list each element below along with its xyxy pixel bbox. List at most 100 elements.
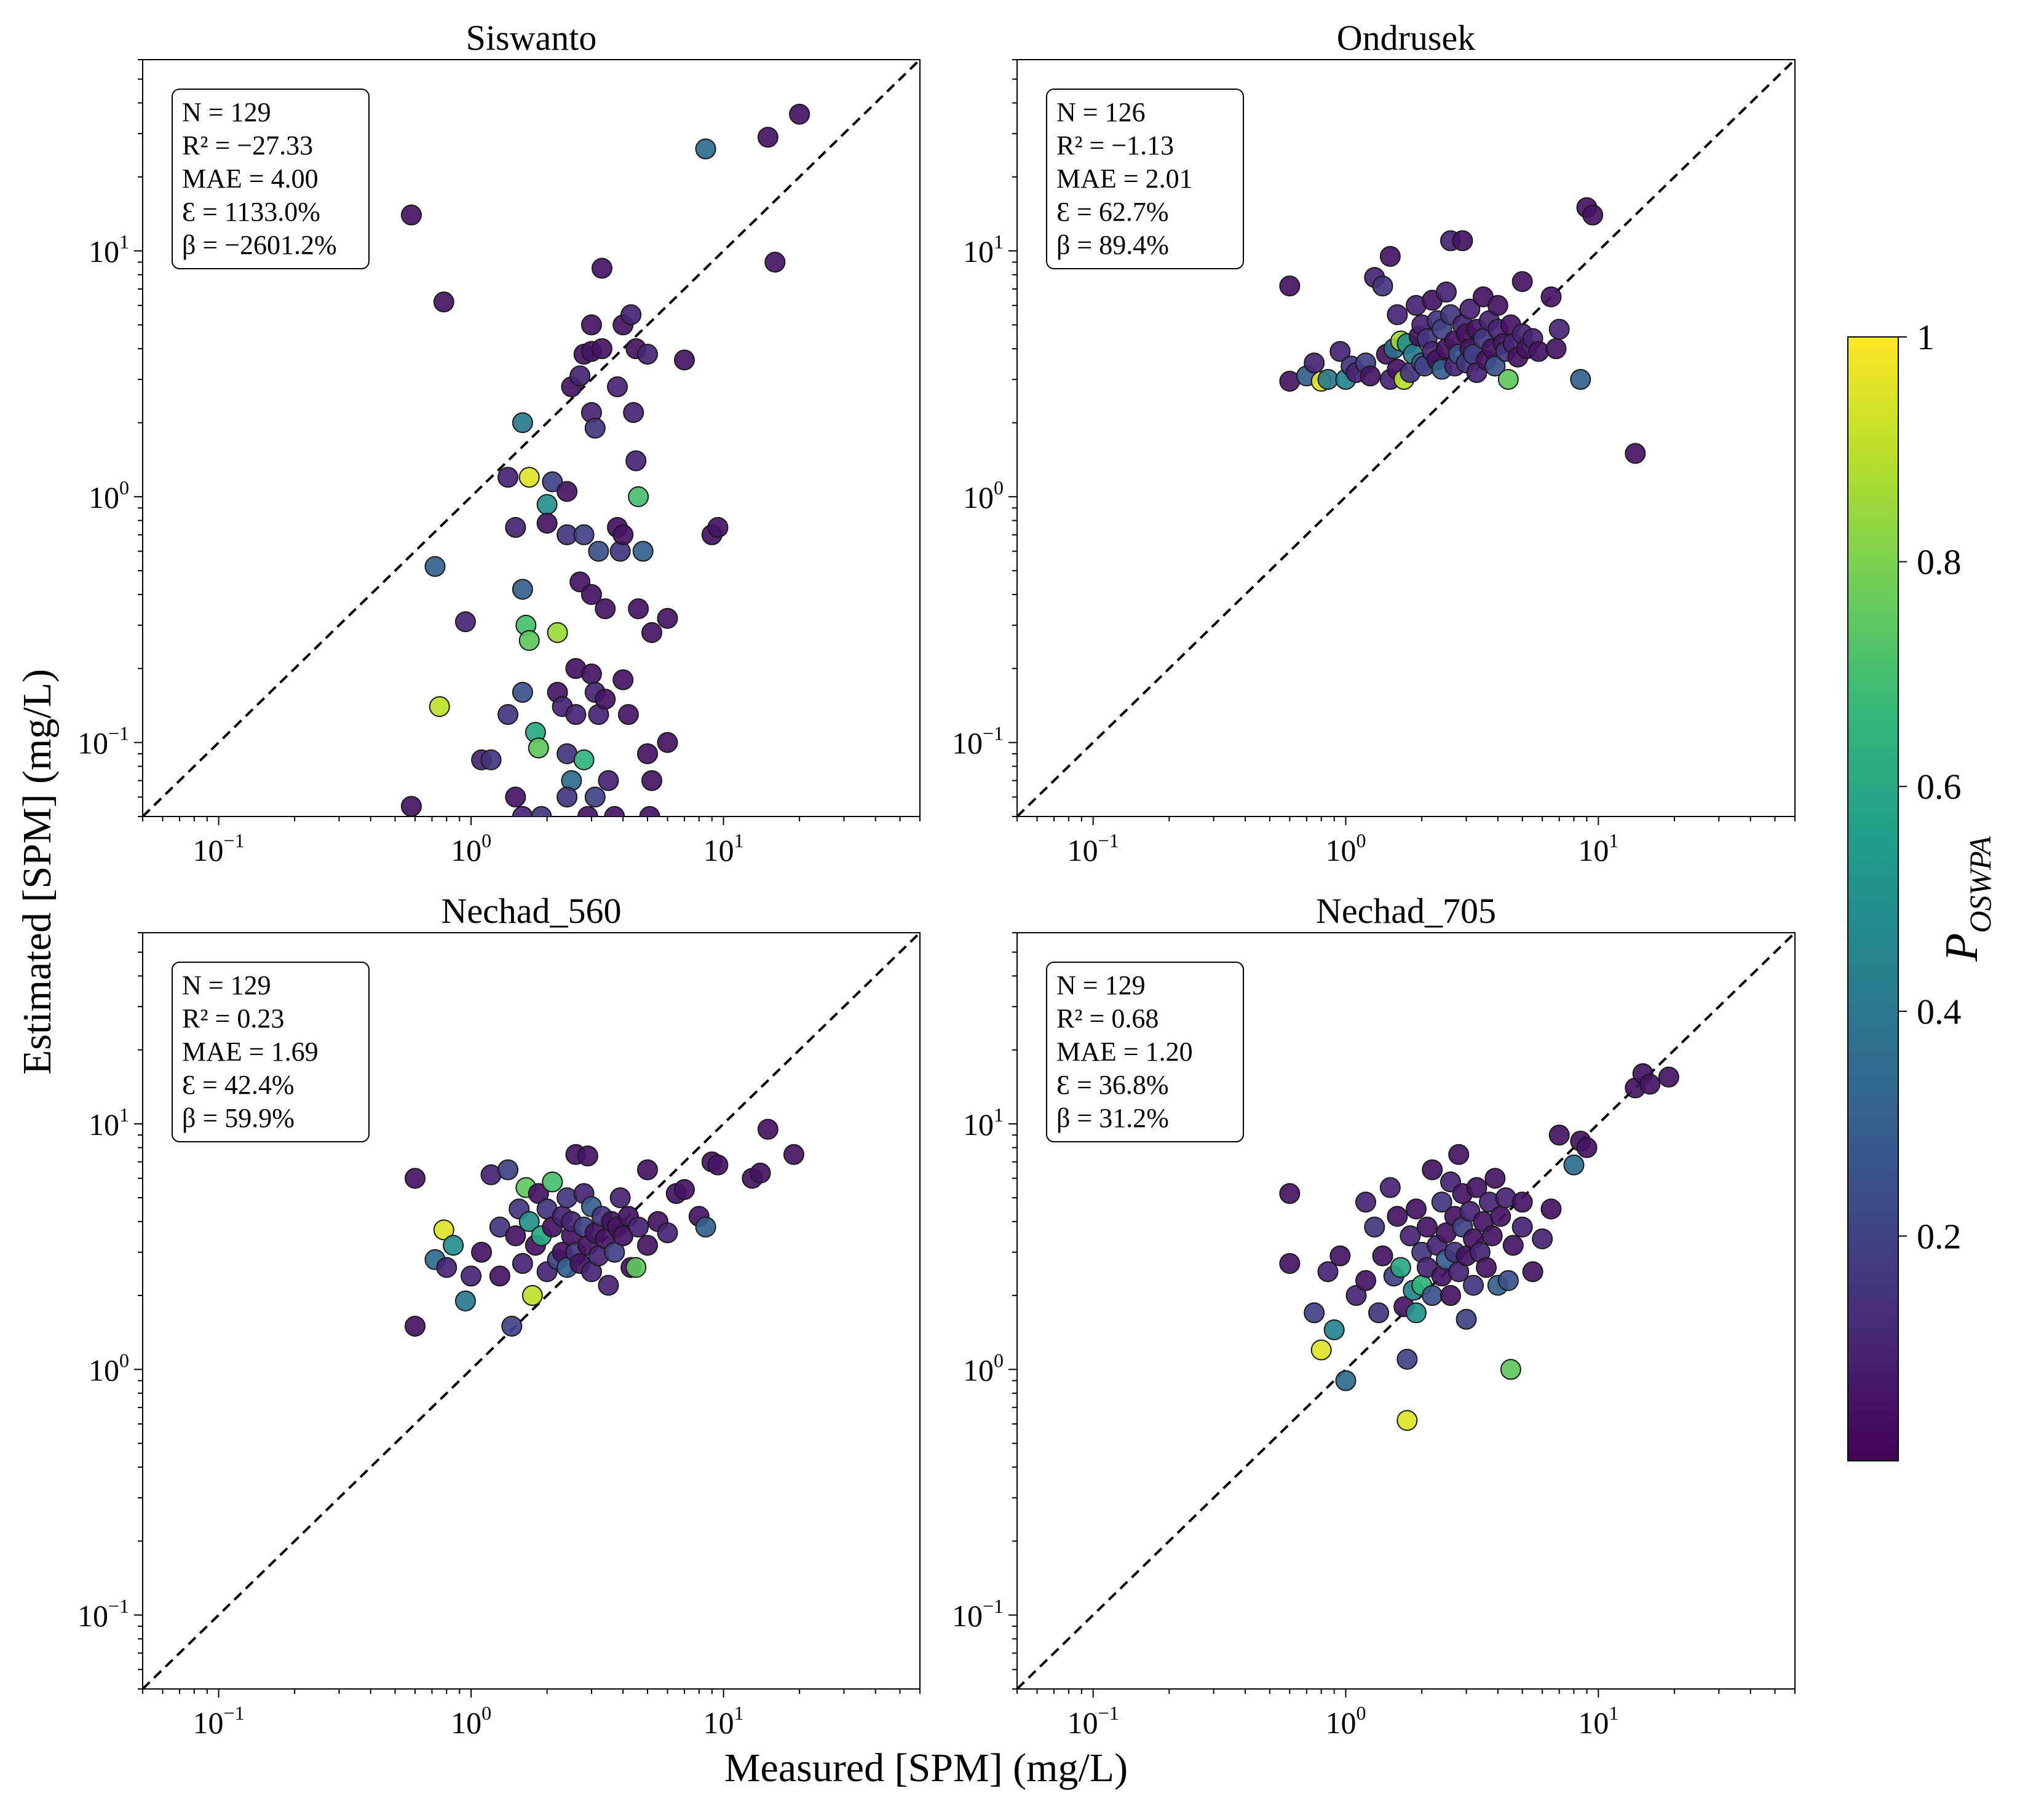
data-point	[531, 806, 552, 817]
data-point	[1548, 1125, 1570, 1146]
data-point	[1304, 1302, 1325, 1324]
x-tick-label: 10−1	[193, 1702, 245, 1740]
data-point	[497, 704, 519, 726]
data-point	[480, 749, 502, 770]
data-point	[1304, 352, 1325, 374]
stats-line: N = 129	[1056, 970, 1146, 1000]
data-point	[528, 737, 549, 759]
colorbar-label: POSWPA	[1936, 836, 1997, 962]
data-point	[632, 540, 654, 562]
data-point	[1484, 355, 1506, 377]
data-point	[1279, 1252, 1301, 1274]
x-tick-label: 10−1	[193, 829, 245, 868]
data-point	[512, 682, 533, 703]
data-point	[1387, 1206, 1408, 1227]
data-point	[405, 1168, 426, 1189]
data-point	[757, 127, 778, 148]
data-point	[1355, 1192, 1377, 1213]
data-point	[518, 467, 540, 488]
y-axis-label: Estimated [SPM] (mg/L)	[15, 669, 60, 1075]
data-point	[1360, 365, 1381, 387]
data-point	[591, 338, 612, 360]
one-to-one-line	[143, 60, 920, 817]
data-point	[1459, 298, 1481, 320]
data-point	[433, 1219, 454, 1241]
y-tick-label: 101	[963, 1104, 1004, 1142]
data-point	[1390, 1257, 1411, 1278]
data-point	[542, 471, 563, 492]
data-point	[1345, 1285, 1367, 1307]
data-point	[512, 1252, 533, 1274]
data-point	[424, 556, 446, 577]
data-point	[489, 1265, 510, 1287]
stats-line: β = 59.9%	[182, 1103, 295, 1133]
data-point	[764, 251, 786, 273]
data-point	[789, 103, 810, 125]
data-point	[1658, 1066, 1679, 1088]
data-point	[1431, 1192, 1452, 1213]
data-point	[636, 743, 658, 764]
data-point	[1329, 341, 1351, 362]
data-point	[695, 138, 716, 160]
stats-line: β = 89.4%	[1056, 230, 1169, 260]
data-point	[628, 598, 649, 620]
colorbar-ticks: 1 0.8 0.6 0.4 0.2	[1898, 317, 1962, 1256]
data-point	[673, 1179, 695, 1200]
data-point	[1387, 304, 1408, 325]
data-point	[1422, 1285, 1443, 1307]
stats-line: R² = −27.33	[182, 130, 313, 160]
data-point	[489, 1216, 510, 1238]
data-point	[707, 1154, 729, 1176]
data-point	[636, 344, 658, 365]
scatter-points	[1279, 197, 1646, 464]
x-tick-label: 100	[451, 829, 491, 868]
stats-line: Ɛ = 42.4%	[182, 1070, 295, 1100]
one-to-one-line	[143, 933, 920, 1689]
data-point	[639, 806, 660, 817]
data-point	[625, 450, 647, 472]
data-point	[1310, 1339, 1332, 1361]
y-tick-label: 10−1	[77, 722, 129, 761]
data-point	[617, 704, 639, 726]
data-point	[641, 770, 662, 791]
data-point	[1570, 369, 1591, 390]
y-tick-label: 100	[89, 476, 129, 515]
stats-box-frame	[1046, 962, 1244, 1142]
colorbar-tick-label: 1	[1917, 317, 1935, 357]
data-point	[609, 1187, 631, 1209]
data-point	[1406, 1198, 1427, 1220]
data-point	[1481, 1225, 1503, 1246]
stats-line: R² = −1.13	[1056, 130, 1174, 160]
data-point	[580, 583, 602, 605]
data-point	[1416, 1216, 1438, 1238]
scatter-points	[400, 103, 810, 837]
data-point	[1317, 1261, 1339, 1283]
stats-line: N = 126	[1056, 97, 1146, 127]
data-point	[1335, 1370, 1357, 1391]
panel-title: Ondrusek	[1337, 18, 1476, 58]
data-point	[454, 1290, 476, 1311]
data-point	[628, 1216, 649, 1238]
data-point	[1484, 1168, 1506, 1189]
data-point	[1279, 275, 1301, 297]
x-tick-label: 100	[1325, 1702, 1366, 1740]
data-point	[1456, 1308, 1477, 1330]
stats-line: MAE = 2.01	[1056, 164, 1193, 194]
data-point	[521, 1285, 543, 1307]
data-point	[1582, 204, 1604, 226]
data-point	[1379, 245, 1401, 267]
data-point	[1364, 1216, 1385, 1238]
data-point	[750, 1162, 771, 1184]
data-point	[1422, 1159, 1443, 1180]
x-tick-label: 100	[451, 1702, 491, 1740]
data-point	[1466, 1177, 1487, 1198]
one-to-one-line	[1017, 60, 1795, 817]
data-point	[1440, 1285, 1461, 1307]
data-point	[443, 1235, 464, 1256]
data-point	[657, 732, 678, 753]
data-point	[619, 818, 638, 837]
data-point	[612, 669, 634, 690]
data-point	[542, 1171, 563, 1193]
colorbar: 1 0.8 0.6 0.4 0.2 POSWPA	[1847, 317, 1997, 1461]
